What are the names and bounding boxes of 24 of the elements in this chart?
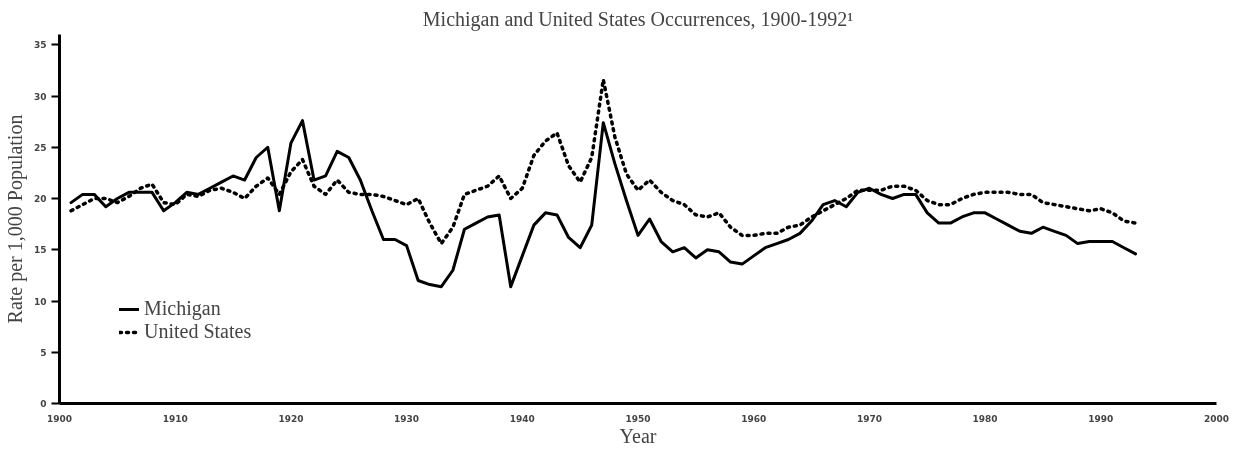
x-tick-label: 1900 bbox=[46, 413, 73, 424]
chart-title: Michigan and United States Occurrences, 1900-1992¹ bbox=[422, 7, 854, 31]
y-tick-label: 10 bbox=[33, 296, 47, 307]
x-tick-label: 1930 bbox=[394, 413, 420, 424]
x-tick-label: 2000 bbox=[1203, 413, 1230, 424]
x-tick-label: 1980 bbox=[972, 413, 998, 424]
y-tick-label: 25 bbox=[33, 142, 47, 153]
y-tick-label: 15 bbox=[33, 245, 47, 256]
legend-label: Michigan bbox=[144, 297, 221, 320]
x-tick-label: 1960 bbox=[741, 413, 767, 424]
legend-label: United States bbox=[144, 320, 252, 343]
x-tick-label: 1920 bbox=[278, 413, 304, 424]
y-axis-title: Rate per 1,000 Population bbox=[3, 114, 27, 324]
y-tick-label: 5 bbox=[40, 347, 47, 358]
x-tick-label: 1950 bbox=[625, 413, 651, 424]
x-tick-label: 1940 bbox=[509, 413, 535, 424]
y-tick-label: 30 bbox=[33, 91, 47, 102]
x-tick-label: 1910 bbox=[162, 413, 188, 424]
y-tick-label: 0 bbox=[40, 399, 47, 409]
x-axis-title: Year bbox=[619, 424, 657, 447]
y-tick-label: 35 bbox=[33, 40, 47, 51]
x-tick-label: 1990 bbox=[1088, 413, 1114, 424]
x-tick-label: 1970 bbox=[856, 413, 882, 424]
y-tick-label: 20 bbox=[33, 194, 47, 204]
